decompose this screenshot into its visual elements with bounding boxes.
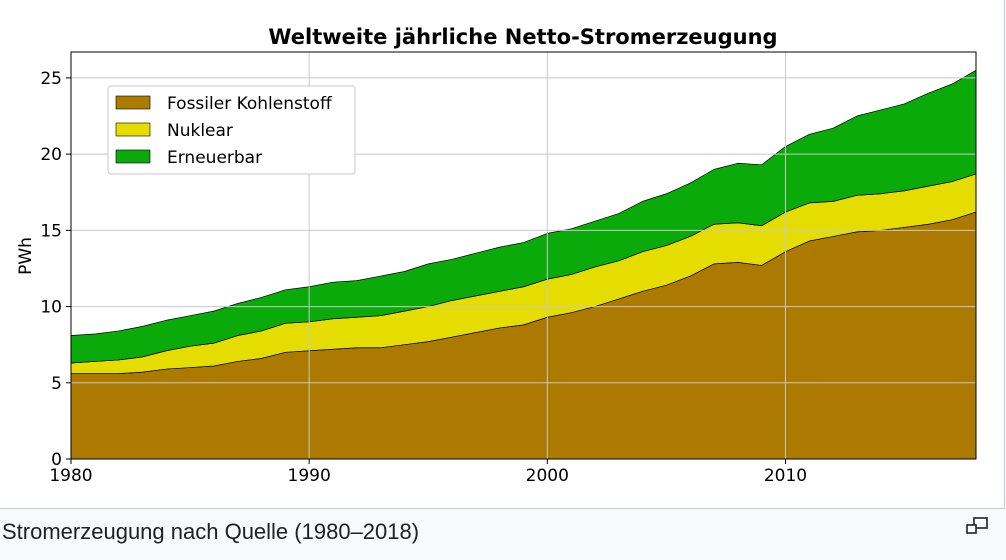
chart-figure: Weltweite jährliche Netto-Stromerzeugung… <box>0 0 1005 509</box>
y-tick-label: 25 <box>40 69 62 89</box>
x-tick-label: 1980 <box>49 466 92 486</box>
x-tick-label: 2000 <box>526 466 569 486</box>
chart-svg: Weltweite jährliche Netto-Stromerzeugung… <box>16 25 977 486</box>
y-tick-label: 15 <box>40 221 62 241</box>
x-tick-label: 1990 <box>288 466 331 486</box>
figure-caption: Stromerzeugung nach Quelle (1980–2018) <box>2 519 420 544</box>
y-axis-label: PWh <box>16 237 36 275</box>
caption-bar <box>0 509 1006 560</box>
legend-box <box>107 85 356 175</box>
x-tick-label: 2010 <box>764 466 807 486</box>
y-tick-label: 5 <box>51 374 62 394</box>
y-tick-label: 10 <box>40 298 62 318</box>
plot-frame <box>70 51 977 460</box>
legend-swatch-renewable <box>115 149 151 164</box>
magnify-clip-icon[interactable] <box>965 516 989 536</box>
legend-label-fossil: Fossiler Kohlenstoff <box>167 94 333 114</box>
y-tick-label: 0 <box>51 450 62 470</box>
axes: 1980 1990 2000 2010 0 5 10 15 20 25 <box>40 51 977 486</box>
legend-swatch-nuclear <box>115 122 151 137</box>
legend: Fossiler Kohlenstoff Nuklear Erneuerbar <box>107 85 356 175</box>
legend-label-nuclear: Nuklear <box>167 121 233 141</box>
y-tick-label: 20 <box>40 145 62 165</box>
legend-swatch-fossil <box>115 95 151 110</box>
chart-title: Weltweite jährliche Netto-Stromerzeugung <box>268 25 777 49</box>
legend-label-renewable: Erneuerbar <box>167 148 262 168</box>
